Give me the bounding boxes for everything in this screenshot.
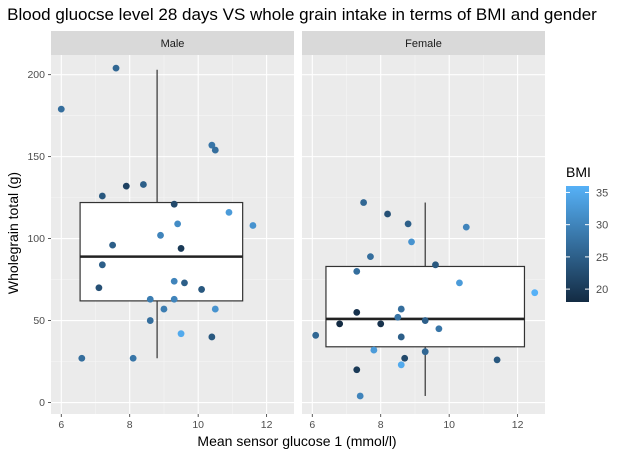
facet-panels: Male 6 8 10 12 0 50 100 150 200 Female 6 8 10 12	[27, 31, 545, 431]
panel-background	[302, 55, 545, 414]
data-point	[531, 289, 539, 297]
chart-title: Blood gluocse level 28 days VS whole gra…	[7, 5, 597, 24]
data-point	[98, 261, 106, 269]
data-point	[157, 231, 164, 239]
x-tick-label: 6	[58, 419, 64, 431]
legend-colorbar	[566, 186, 589, 302]
y-tick-label: 150	[27, 151, 45, 163]
legend-tick-label: 30	[596, 220, 608, 232]
data-point	[462, 223, 470, 231]
data-point	[367, 253, 374, 261]
data-point	[146, 295, 154, 303]
data-point	[170, 277, 178, 285]
data-point	[140, 181, 147, 188]
x-tick-label: 12	[261, 419, 273, 431]
y-tick-label: 100	[27, 233, 45, 245]
data-point	[249, 222, 257, 229]
data-point	[98, 192, 106, 200]
data-point	[208, 141, 216, 149]
data-point	[408, 238, 415, 246]
data-point	[397, 333, 405, 341]
data-point	[384, 210, 391, 218]
facet-strip	[302, 31, 545, 55]
legend-ticks: 20 25 30 35	[566, 187, 608, 296]
data-point	[181, 279, 188, 287]
data-point	[174, 220, 182, 228]
x-tick-label: 10	[192, 419, 204, 431]
data-point	[57, 105, 65, 113]
legend-tick-label: 35	[596, 187, 608, 199]
x-tick-label: 8	[378, 419, 384, 431]
data-point	[336, 320, 344, 328]
data-point	[177, 330, 185, 338]
data-point	[397, 305, 405, 313]
x-tick-label: 10	[443, 419, 455, 431]
data-point	[208, 333, 216, 341]
bmi-legend: BMI 20 25 30 35	[566, 164, 608, 302]
y-axis-title: Wholegrain total (g)	[5, 172, 21, 294]
data-point	[435, 325, 443, 333]
x-tick-label: 12	[512, 419, 524, 431]
data-point	[129, 354, 137, 362]
data-point	[198, 286, 205, 293]
data-point	[211, 305, 219, 313]
data-point	[109, 241, 117, 249]
x-tick-label: 8	[127, 419, 133, 431]
data-point	[177, 245, 185, 252]
data-point	[401, 354, 409, 362]
data-point	[225, 208, 233, 216]
data-point	[394, 313, 402, 321]
data-point	[493, 356, 501, 364]
data-point	[170, 295, 178, 303]
box	[79, 201, 244, 302]
data-point	[356, 392, 364, 400]
panel-male: Male 6 8 10 12 0 50 100 150 200	[27, 31, 294, 431]
panel-female: Female 6 8 10 12	[302, 31, 545, 431]
facet-strip-label: Male	[161, 38, 185, 50]
facet-strip	[51, 31, 294, 55]
data-point	[95, 284, 103, 292]
data-point	[360, 199, 368, 206]
data-point	[170, 200, 178, 208]
data-point	[312, 331, 320, 339]
y-tick-label: 200	[27, 69, 45, 81]
y-tick-label: 50	[33, 315, 45, 327]
data-point	[353, 267, 361, 275]
data-point	[421, 348, 429, 356]
data-point	[353, 366, 361, 374]
x-tick-label: 6	[309, 419, 315, 431]
facet-strip-label: Female	[405, 38, 442, 50]
data-point	[160, 305, 168, 313]
data-point	[122, 182, 130, 190]
data-point	[211, 146, 219, 154]
legend-tick-label: 25	[596, 252, 608, 264]
data-point	[404, 220, 412, 228]
x-axis-title: Mean sensor glucose 1 (mmol/l)	[197, 433, 396, 449]
legend-title: BMI	[566, 164, 591, 180]
data-point	[377, 320, 385, 328]
data-point	[353, 308, 361, 316]
data-point	[432, 261, 439, 269]
data-point	[78, 354, 86, 362]
data-point	[370, 346, 378, 354]
data-point	[397, 361, 405, 369]
data-point	[456, 279, 463, 287]
y-tick-label: 0	[39, 397, 45, 409]
legend-tick-label: 20	[596, 284, 608, 296]
data-point	[146, 317, 154, 324]
data-point	[112, 64, 120, 72]
data-point	[421, 317, 429, 324]
box	[325, 265, 526, 348]
